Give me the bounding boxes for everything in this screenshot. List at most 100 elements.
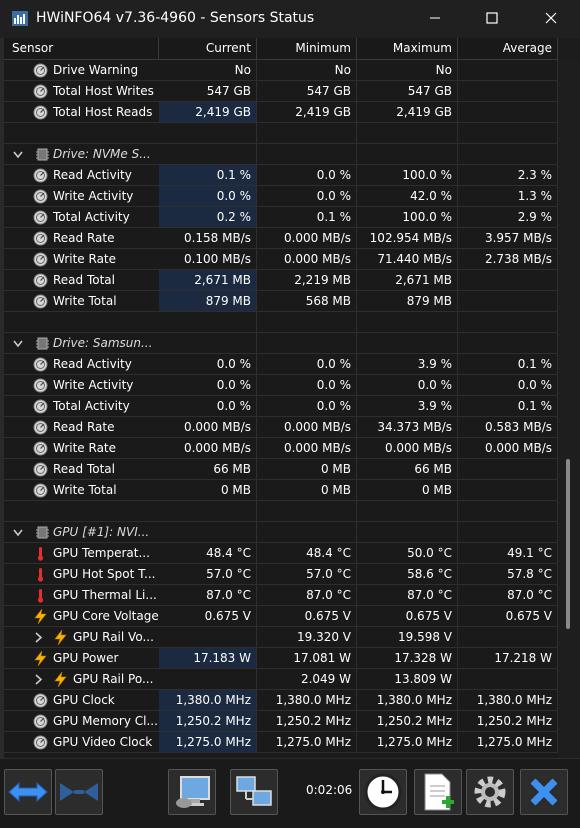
current-value: 87.0 °C — [159, 585, 257, 606]
maximum-value: 13.809 W — [357, 669, 458, 690]
current-value — [159, 627, 257, 648]
table-row[interactable]: Write Total 0 MB 0 MB 0 MB — [4, 480, 558, 501]
sensor-label: Read Activity — [53, 168, 132, 182]
header-average[interactable]: Average — [458, 38, 558, 59]
table-row[interactable]: GPU Video Clock 1,275.0 MHz 1,275.0 MHz 1,2… — [4, 732, 558, 753]
maximum-value: 3.9 % — [357, 354, 458, 375]
minimize-button[interactable] — [412, 0, 458, 36]
table-row[interactable]: GPU Core Voltage 0.675 V 0.675 V 0.675 V 0.6… — [4, 606, 558, 627]
maximum-value: 102.954 MB/s — [357, 228, 458, 249]
blank-row — [4, 501, 558, 522]
minimum-value: 0.0 % — [257, 165, 357, 186]
minimum-value — [257, 312, 357, 333]
disk-sensor-icon — [33, 399, 48, 414]
average-value — [458, 459, 558, 480]
sensor-name-cell: GPU [#1]: NVI... — [4, 522, 159, 543]
group-row[interactable]: Drive: Samsun... — [4, 333, 558, 354]
sensor-name-cell: Total Activity — [4, 207, 159, 228]
header-current[interactable]: Current — [159, 38, 257, 59]
table-row[interactable]: Write Rate 0.100 MB/s 0.000 MB/s 71.440 MB/… — [4, 249, 558, 270]
sensor-label: GPU Clock — [53, 693, 115, 707]
table-row[interactable]: GPU Power 17.183 W 17.081 W 17.328 W 17.218 … — [4, 648, 558, 669]
sensor-label: GPU Core Voltage — [53, 609, 159, 623]
disk-sensor-icon — [33, 441, 48, 456]
network-button[interactable] — [168, 769, 216, 815]
table-row[interactable]: Total Activity 0.0 % 0.0 % 3.9 % 0.1 % — [4, 396, 558, 417]
chevron-right-icon[interactable] — [32, 630, 44, 645]
thermometer-icon — [37, 589, 44, 603]
current-value: 1,275.0 MHz — [159, 732, 257, 753]
remote-button[interactable] — [230, 769, 278, 815]
collapse-button[interactable] — [55, 769, 103, 815]
minimum-value: 0.0 % — [257, 186, 357, 207]
table-row[interactable]: Write Rate 0.000 MB/s 0.000 MB/s 0.000 MB/s… — [4, 438, 558, 459]
chevron-down-icon[interactable] — [12, 336, 24, 351]
table-row[interactable]: Total Activity 0.2 % 0.1 % 100.0 % 2.9 % — [4, 207, 558, 228]
scrollbar-thumb[interactable] — [566, 459, 570, 629]
reset-timer-button[interactable] — [359, 769, 407, 815]
chevron-down-icon[interactable] — [12, 147, 24, 162]
chevron-down-icon[interactable] — [12, 525, 24, 540]
sensor-name-cell: Write Activity — [4, 375, 159, 396]
table-row[interactable]: GPU Memory Cl... 1,250.2 MHz 1,250.2 MHz 1,… — [4, 711, 558, 732]
table-row[interactable]: Read Rate 0.158 MB/s 0.000 MB/s 102.954 MB/… — [4, 228, 558, 249]
current-value: 0.100 MB/s — [159, 249, 257, 270]
current-value — [159, 333, 257, 354]
average-value: 87.0 °C — [458, 585, 558, 606]
table-row[interactable]: GPU Temperat... 48.4 °C 48.4 °C 50.0 °C 49.1… — [4, 543, 558, 564]
current-value: 0.0 % — [159, 396, 257, 417]
header-minimum[interactable]: Minimum — [257, 38, 357, 59]
table-row[interactable]: GPU Clock 1,380.0 MHz 1,380.0 MHz 1,380.0 M… — [4, 690, 558, 711]
table-row[interactable]: Read Activity 0.0 % 0.0 % 3.9 % 0.1 % — [4, 354, 558, 375]
maximum-value: 0 MB — [357, 480, 458, 501]
table-row[interactable]: Read Total 2,671 MB 2,219 MB 2,671 MB — [4, 270, 558, 291]
table-row[interactable]: Read Total 66 MB 0 MB 66 MB — [4, 459, 558, 480]
minimum-value: 2.049 W — [257, 669, 357, 690]
maximize-button[interactable] — [469, 0, 515, 36]
settings-button[interactable] — [466, 769, 514, 815]
sensor-label: Write Total — [53, 483, 117, 497]
sensor-grid[interactable]: Drive Warning No No No Total Host Writes 547 … — [4, 60, 558, 757]
average-value: 0.583 MB/s — [458, 417, 558, 438]
table-row[interactable]: GPU Hot Spot T... 57.0 °C 57.0 °C 58.6 °C 57… — [4, 564, 558, 585]
sensor-name-cell: Read Total — [4, 270, 159, 291]
table-row[interactable]: Total Host Writes 547 GB 547 GB 547 GB — [4, 81, 558, 102]
close-window-button[interactable] — [528, 0, 574, 36]
header-maximum[interactable]: Maximum — [357, 38, 458, 59]
table-row[interactable]: Write Total 879 MB 568 MB 879 MB — [4, 291, 558, 312]
group-row[interactable]: Drive: NVMe S... — [4, 144, 558, 165]
sensor-label: Drive Warning — [53, 63, 139, 77]
average-value — [458, 312, 558, 333]
expand-button[interactable] — [4, 769, 52, 815]
logging-button[interactable] — [414, 769, 462, 815]
current-value: 1,380.0 MHz — [159, 690, 257, 711]
current-value: 0.1 % — [159, 165, 257, 186]
sensor-label: Read Total — [53, 462, 115, 476]
group-row[interactable]: GPU [#1]: NVI... — [4, 522, 558, 543]
maximum-value: 2,671 MB — [357, 270, 458, 291]
sensor-label: Total Activity — [53, 399, 130, 413]
table-row[interactable]: GPU Thermal Li... 87.0 °C 87.0 °C 87.0 °C 87… — [4, 585, 558, 606]
current-value: 66 MB — [159, 459, 257, 480]
table-row[interactable]: Write Activity 0.0 % 0.0 % 42.0 % 1.3 % — [4, 186, 558, 207]
average-value: 49.1 °C — [458, 543, 558, 564]
header-sensor[interactable]: Sensor — [4, 38, 159, 59]
table-row[interactable]: GPU Rail Vo... 19.320 V 19.598 V — [4, 627, 558, 648]
table-row[interactable]: GPU Rail Po... 2.049 W 13.809 W — [4, 669, 558, 690]
maximum-value — [357, 501, 458, 522]
close-app-button[interactable] — [520, 769, 568, 815]
average-value — [458, 144, 558, 165]
chevron-right-icon[interactable] — [32, 672, 44, 687]
sensor-label: GPU Video Clock — [53, 735, 153, 749]
vertical-scrollbar[interactable] — [558, 59, 580, 758]
table-row[interactable]: Total Host Reads 2,419 GB 2,419 GB 2,419 GB — [4, 102, 558, 123]
current-value: 547 GB — [159, 81, 257, 102]
table-row[interactable]: Drive Warning No No No — [4, 60, 558, 81]
bottom-toolbar: 0:02:06 — [0, 758, 580, 828]
disk-sensor-icon — [33, 210, 48, 225]
table-row[interactable]: Write Activity 0.0 % 0.0 % 0.0 % 0.0 % — [4, 375, 558, 396]
table-row[interactable]: Read Rate 0.000 MB/s 0.000 MB/s 34.373 MB/s… — [4, 417, 558, 438]
average-value: 1,380.0 MHz — [458, 690, 558, 711]
window-title: HWiNFO64 v7.36-4960 - Sensors Status — [36, 10, 315, 26]
table-row[interactable]: Read Activity 0.1 % 0.0 % 100.0 % 2.3 % — [4, 165, 558, 186]
